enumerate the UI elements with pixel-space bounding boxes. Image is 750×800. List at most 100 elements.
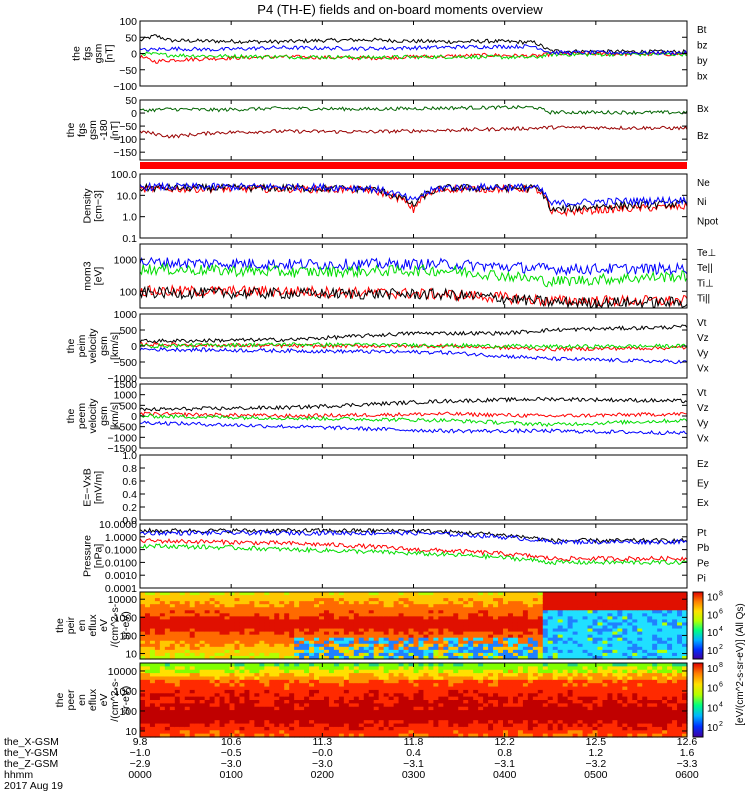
- heatmap-cell: [274, 646, 280, 651]
- heatmap-cell: [204, 730, 211, 735]
- heatmap-cell: [478, 679, 484, 684]
- heatmap-cell: [498, 700, 504, 704]
- heatmap-cell: [433, 706, 439, 711]
- heatmap-cell: [294, 683, 300, 688]
- heatmap-cell: [299, 604, 305, 608]
- heatmap-cell: [413, 646, 420, 651]
- heatmap-cell: [368, 723, 375, 728]
- heatmap-cell: [418, 710, 425, 715]
- heatmap-cell: [199, 592, 206, 596]
- heatmap-cell: [622, 689, 628, 694]
- heatmap-cell: [547, 689, 554, 694]
- heatmap-cell: [483, 689, 489, 694]
- heatmap-cell: [149, 733, 156, 738]
- heatmap-cell: [219, 646, 226, 651]
- heatmap-cell: [174, 604, 181, 608]
- heatmap-cell: [582, 619, 589, 624]
- heatmap-cell: [667, 595, 673, 599]
- heatmap-cell: [159, 733, 166, 738]
- heatmap-cell: [567, 713, 574, 718]
- heatmap-cell: [428, 689, 434, 694]
- heatmap-cell: [249, 628, 255, 633]
- legend-temperature-3: Ti||: [697, 294, 710, 305]
- heatmap-cell: [493, 683, 499, 688]
- heatmap-cell: [184, 640, 191, 645]
- heatmap-cell: [383, 703, 390, 708]
- heatmap-cell: [284, 601, 290, 605]
- heatmap-cell: [149, 673, 156, 678]
- heatmap-cell: [244, 625, 250, 630]
- heatmap-cell: [682, 625, 688, 630]
- heatmap-cell: [140, 700, 146, 704]
- heatmap-cell: [378, 693, 385, 698]
- heatmap-cell: [512, 607, 519, 611]
- heatmap-cell: [503, 640, 509, 645]
- heatmap-cell: [140, 628, 146, 633]
- heatmap-cell: [507, 673, 514, 678]
- heatmap-cell: [204, 610, 211, 614]
- heatmap-cell: [378, 628, 385, 633]
- heatmap-cell: [244, 601, 250, 605]
- heatmap-cell: [194, 683, 201, 688]
- heatmap-cell: [677, 595, 683, 599]
- heatmap-cell: [299, 669, 305, 674]
- heatmap-cell: [567, 723, 574, 728]
- heatmap-cell: [274, 679, 280, 684]
- heatmap-cell: [338, 683, 345, 688]
- heatmap-cell: [667, 637, 673, 642]
- heatmap-cell: [627, 595, 633, 599]
- heatmap-cell: [463, 622, 469, 627]
- heatmap-cell: [279, 634, 285, 639]
- heatmap-cell: [657, 592, 663, 596]
- heatmap-cell: [503, 689, 509, 694]
- heatmap-cell: [254, 693, 260, 698]
- heatmap-cell: [189, 631, 196, 636]
- heatmap-cell: [577, 669, 584, 674]
- heatmap-cell: [299, 676, 305, 681]
- heatmap-cell: [478, 706, 484, 711]
- heatmap-cell: [612, 655, 618, 660]
- heatmap-cell: [309, 706, 315, 711]
- heatmap-cell: [557, 625, 564, 630]
- heatmap-cell: [557, 634, 564, 639]
- heatmap-cell: [403, 706, 410, 711]
- heatmap-cell: [398, 655, 405, 660]
- heatmap-cell: [224, 663, 231, 667]
- heatmap-cell: [547, 673, 554, 678]
- heatmap-cell: [537, 643, 544, 648]
- heatmap-cell: [512, 655, 519, 660]
- heatmap-cell: [597, 706, 604, 711]
- heatmap-cell: [478, 604, 484, 608]
- heatmap-cell: [423, 673, 430, 678]
- heatmap-cell: [378, 710, 385, 715]
- heatmap-cell: [567, 683, 574, 688]
- heatmap-cell: [174, 726, 181, 731]
- heatmap-cell: [473, 652, 479, 657]
- heatmap-cell: [468, 666, 474, 671]
- heatmap-cell: [259, 703, 265, 708]
- ylabel-line: [km/s]: [109, 402, 121, 430]
- heatmap-cell: [289, 625, 295, 630]
- heatmap-cell: [373, 669, 380, 674]
- heatmap-cell: [299, 607, 305, 611]
- heatmap-cell: [612, 663, 618, 667]
- heatmap-cell: [627, 634, 633, 639]
- heatmap-cell: [433, 686, 439, 691]
- heatmap-cell: [244, 706, 250, 711]
- heatmap-cell: [532, 673, 539, 678]
- heatmap-cell: [423, 601, 430, 605]
- heatmap-cell: [488, 592, 494, 596]
- heatmap-cell: [338, 696, 345, 701]
- heatmap-cell: [304, 693, 310, 698]
- heatmap-cell: [204, 663, 211, 667]
- heatmap-cell: [423, 604, 430, 608]
- heatmap-cell: [353, 601, 360, 605]
- heatmap-cell: [617, 689, 623, 694]
- heatmap-cell: [388, 669, 395, 674]
- heatmap-cell: [463, 706, 469, 711]
- heatmap-cell: [189, 604, 196, 608]
- heatmap-cell: [184, 673, 191, 678]
- heatmap-cell: [328, 666, 335, 671]
- heatmap-cell: [333, 696, 340, 701]
- heatmap-cell: [179, 622, 186, 627]
